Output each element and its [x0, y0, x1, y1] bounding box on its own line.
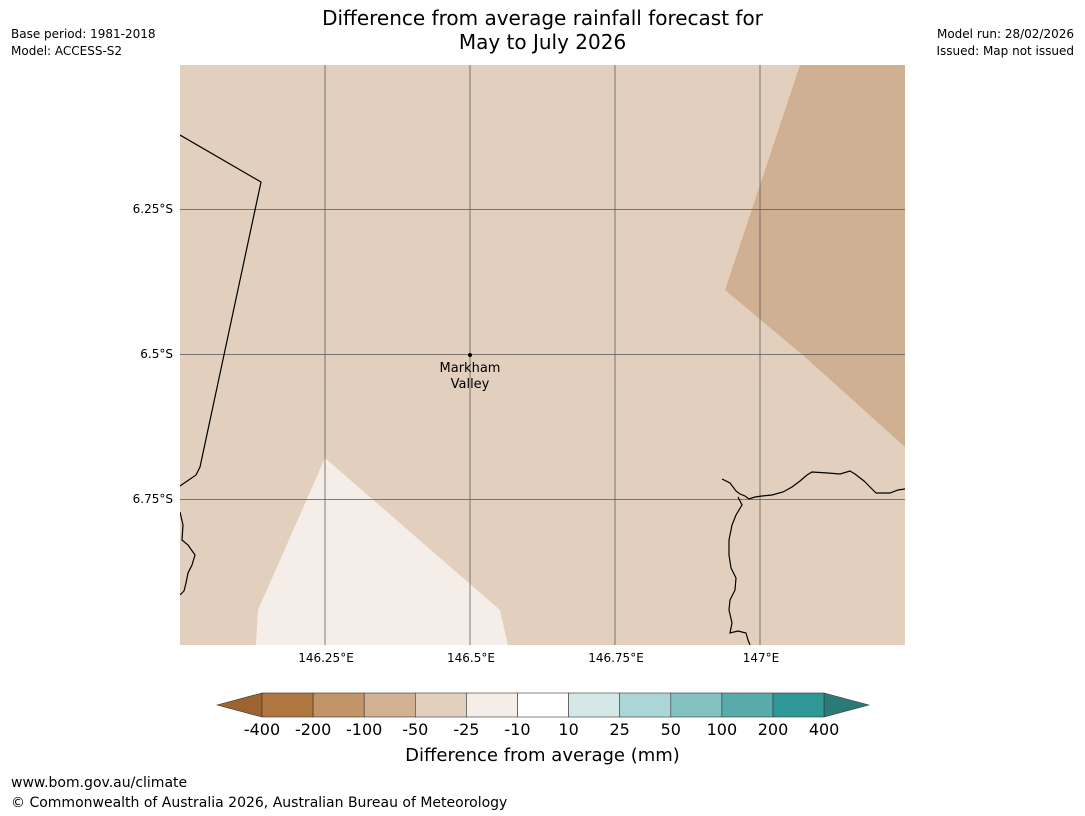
base-period-text: Base period: 1981-2018 [11, 26, 156, 43]
issued-text: Issued: Map not issued [936, 43, 1074, 60]
legend-tick-label: 400 [794, 720, 854, 739]
legend-swatch-5 [466, 693, 517, 717]
lon-label-146-75: 146.75°E [566, 651, 666, 665]
map-canvas[interactable]: Markham Valley [180, 65, 905, 645]
lon-label-146-25: 146.25°E [276, 651, 376, 665]
place-label-line-1: Markham [440, 361, 501, 376]
legend-swatch-above-max [824, 693, 869, 717]
title-line-1: Difference from average rainfall forecas… [0, 6, 1085, 30]
model-run-text: Model run: 28/02/2026 [936, 26, 1074, 43]
place-label-line-2: Valley [451, 377, 490, 392]
legend-swatch-4 [415, 693, 466, 717]
lon-label-146-5: 146.5°E [421, 651, 521, 665]
meta-right: Model run: 28/02/2026 Issued: Map not is… [936, 26, 1074, 60]
lat-label-6-25: 6.25°S [93, 202, 173, 216]
legend-swatch-below-min [217, 693, 262, 717]
map-title: Difference from average rainfall forecas… [0, 6, 1085, 54]
title-line-2: May to July 2026 [0, 30, 1085, 54]
lon-label-147: 147°E [711, 651, 811, 665]
lat-label-6-75: 6.75°S [93, 492, 173, 506]
legend-swatch-7 [569, 693, 620, 717]
model-text: Model: ACCESS-S2 [11, 43, 156, 60]
legend-swatch-10 [722, 693, 773, 717]
markham-valley-marker[interactable] [468, 353, 472, 357]
map-area[interactable]: Markham Valley [180, 65, 905, 645]
lat-label-6-5: 6.5°S [93, 347, 173, 361]
legend-swatch-6 [518, 693, 569, 717]
legend-swatch-1 [262, 693, 313, 717]
footer-url[interactable]: www.bom.gov.au/climate [11, 775, 187, 791]
footer-copyright: © Commonwealth of Australia 2026, Austra… [11, 795, 507, 811]
legend-swatch-3 [364, 693, 415, 717]
legend-swatch-8 [620, 693, 671, 717]
meta-left: Base period: 1981-2018 Model: ACCESS-S2 [11, 26, 156, 60]
legend-swatches [217, 693, 869, 717]
legend-colorbar [216, 692, 870, 720]
legend-swatch-9 [671, 693, 722, 717]
legend-swatch-11 [773, 693, 824, 717]
legend-title: Difference from average (mm) [0, 745, 1085, 766]
legend-swatch-2 [313, 693, 364, 717]
